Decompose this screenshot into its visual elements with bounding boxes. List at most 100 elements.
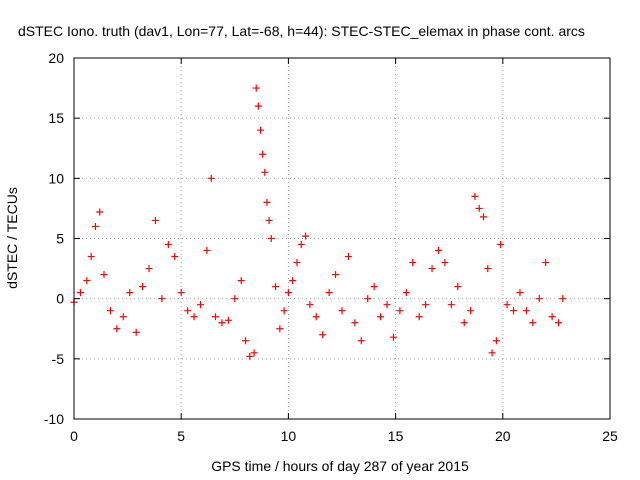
- grid: [74, 58, 610, 419]
- data-point: [357, 337, 365, 345]
- axis-ticks: 0 5 10 15 20 25 -10 -5 0 5 10 15 20: [44, 50, 618, 444]
- data-point: [312, 313, 320, 321]
- data-point: [484, 265, 492, 273]
- data-point: [535, 295, 543, 303]
- data-point: [460, 319, 468, 327]
- data-point: [409, 259, 417, 267]
- data-point: [441, 259, 449, 267]
- data-point: [447, 301, 455, 309]
- data-point: [402, 289, 410, 297]
- data-point: [492, 337, 500, 345]
- data-point: [171, 253, 179, 261]
- data-point: [237, 277, 245, 285]
- data-point: [246, 352, 254, 360]
- data-point: [87, 253, 95, 261]
- y-tick-label: 10: [48, 170, 64, 186]
- data-point: [529, 319, 537, 327]
- data-point: [428, 265, 436, 273]
- data-point: [325, 289, 333, 297]
- data-point: [351, 319, 359, 327]
- data-point: [164, 241, 172, 249]
- data-point: [344, 253, 352, 261]
- data-point: [559, 295, 567, 303]
- data-point: [319, 331, 327, 339]
- data-points: [70, 84, 567, 360]
- data-point: [231, 295, 239, 303]
- data-point: [467, 307, 475, 315]
- y-tick-label: -10: [44, 411, 64, 427]
- data-point: [196, 301, 204, 309]
- data-point: [284, 289, 292, 297]
- data-point: [280, 307, 288, 315]
- data-point: [132, 328, 140, 336]
- data-point: [377, 313, 385, 321]
- y-tick-label: 15: [48, 110, 64, 126]
- data-point: [119, 313, 127, 321]
- data-point: [139, 283, 147, 291]
- data-point: [96, 208, 104, 216]
- data-point: [503, 301, 511, 309]
- x-tick-label: 0: [70, 428, 78, 444]
- data-point: [184, 307, 192, 315]
- data-point: [126, 289, 134, 297]
- data-point: [207, 174, 215, 182]
- data-point: [389, 333, 397, 341]
- data-point: [332, 271, 340, 279]
- data-point: [106, 307, 114, 315]
- data-point: [113, 325, 121, 333]
- data-point: [297, 241, 305, 249]
- data-point: [516, 289, 524, 297]
- y-tick-label: 5: [56, 231, 64, 247]
- data-point: [267, 235, 275, 242]
- data-point: [151, 216, 159, 224]
- data-point: [522, 307, 530, 315]
- data-point: [224, 316, 232, 324]
- data-point: [261, 168, 269, 176]
- data-point: [434, 247, 442, 255]
- data-point: [254, 102, 262, 110]
- x-axis-label: GPS time / hours of day 287 of year 2015: [211, 458, 469, 474]
- data-point: [212, 313, 220, 321]
- data-point: [203, 247, 211, 255]
- data-point: [306, 301, 314, 309]
- data-point: [338, 307, 346, 315]
- data-point: [415, 313, 423, 321]
- y-axis-label: dSTEC / TECUs: [4, 187, 20, 289]
- x-tick-label: 10: [281, 428, 297, 444]
- data-point: [263, 198, 271, 206]
- x-tick-label: 5: [177, 428, 185, 444]
- chart-title: dSTEC Iono. truth (dav1, Lon=77, Lat=-68…: [18, 23, 585, 39]
- y-tick-label: -5: [52, 351, 65, 367]
- data-point: [370, 283, 378, 291]
- x-tick-label: 15: [388, 428, 404, 444]
- data-point: [302, 232, 310, 240]
- data-point: [252, 84, 260, 92]
- data-point: [497, 241, 505, 249]
- y-tick-label: 0: [56, 291, 64, 307]
- data-point: [555, 319, 563, 327]
- data-point: [83, 277, 91, 285]
- data-point: [242, 337, 250, 345]
- x-tick-label: 20: [495, 428, 511, 444]
- x-tick-label: 25: [602, 428, 618, 444]
- data-point: [272, 283, 280, 291]
- data-point: [293, 259, 301, 267]
- data-point: [480, 213, 488, 221]
- data-point: [76, 289, 84, 297]
- data-point: [471, 192, 479, 200]
- data-point: [158, 295, 166, 303]
- data-point: [289, 277, 297, 285]
- data-point: [488, 349, 496, 357]
- data-point: [383, 301, 391, 309]
- data-point: [218, 319, 226, 327]
- data-point: [145, 265, 153, 273]
- data-point: [190, 313, 198, 321]
- data-point: [422, 301, 430, 309]
- y-tick-label: 20: [48, 50, 64, 66]
- data-point: [265, 216, 273, 224]
- data-point: [100, 271, 108, 279]
- data-point: [250, 349, 258, 357]
- data-point: [396, 307, 404, 315]
- data-point: [259, 150, 267, 158]
